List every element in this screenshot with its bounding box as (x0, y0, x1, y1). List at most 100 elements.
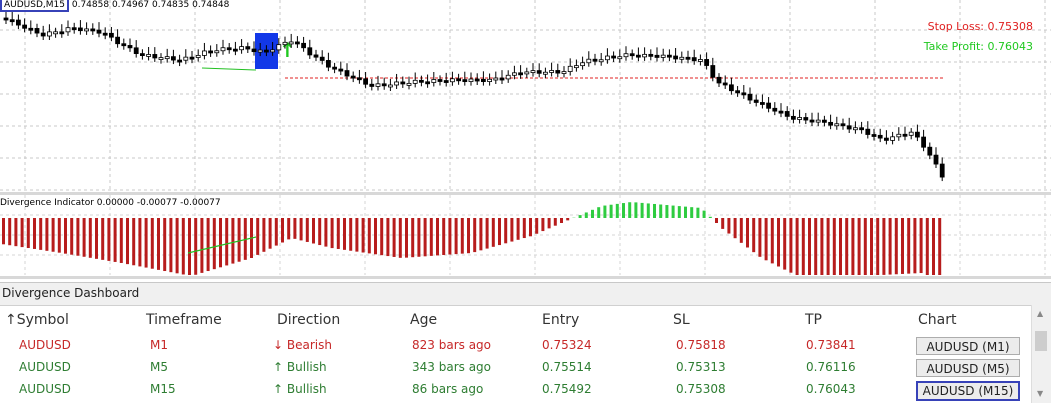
candle-body (810, 120, 814, 122)
histogram-bar (312, 218, 315, 244)
histogram-bar (597, 207, 600, 218)
histogram-bar (188, 218, 191, 275)
row-symbol: AUDUSD (19, 360, 71, 374)
chart-button-m15[interactable]: AUDUSD (M15) (916, 381, 1020, 401)
chart-button-m5[interactable]: AUDUSD (M5) (916, 359, 1020, 377)
candle-body (395, 82, 399, 85)
row-age: 823 bars ago (412, 338, 491, 352)
candle-body (531, 71, 535, 73)
candle-body (289, 42, 293, 44)
candle-body (711, 66, 715, 78)
histogram-bar (554, 218, 557, 226)
histogram-bar (585, 212, 588, 218)
ohlc-values: 0.74858 0.74967 0.74835 0.74848 (72, 0, 229, 10)
candle-body (103, 33, 107, 35)
histogram-bar (486, 218, 489, 249)
candle-body (302, 43, 306, 47)
histogram-bar (2, 218, 5, 244)
histogram-bar (101, 218, 104, 260)
price-chart[interactable]: ↑ AUDUSD,M15 0.74858 0.74967 0.74835 0.7… (0, 0, 1051, 192)
candle-body (277, 45, 281, 50)
table-scrollbar[interactable]: ▲ ▼ (1031, 305, 1051, 403)
histogram-bar (393, 218, 396, 257)
histogram-bar (76, 218, 79, 256)
header-timeframe[interactable]: Timeframe (146, 312, 222, 328)
candle-body (915, 132, 919, 137)
histogram-bar (715, 218, 718, 223)
candle-body (10, 20, 14, 22)
take-profit-label: Take Profit: 0.76043 (924, 40, 1033, 53)
chart-button-m1[interactable]: AUDUSD (M1) (916, 337, 1020, 355)
candle-body (655, 55, 659, 57)
histogram-bar (95, 218, 98, 259)
row-entry: 0.75514 (542, 360, 592, 374)
candle-body (16, 20, 20, 25)
candle-body (630, 54, 634, 56)
histogram-bar (641, 203, 644, 218)
candle-body (97, 30, 101, 33)
scroll-thumb[interactable] (1035, 331, 1047, 351)
histogram-bar (461, 218, 464, 254)
histogram-bar (132, 218, 135, 265)
histogram-bar (845, 218, 848, 275)
candle-body (816, 120, 820, 122)
candle-body (928, 147, 932, 155)
arrow-up-icon: ↑ (273, 382, 283, 396)
histogram-bar (151, 218, 154, 269)
header-direction[interactable]: Direction (277, 312, 340, 328)
header-age[interactable]: Age (410, 312, 437, 328)
candle-body (258, 50, 262, 52)
histogram-bar (293, 218, 296, 239)
histogram-bar (8, 218, 11, 245)
histogram-bar (777, 218, 780, 267)
header-sl[interactable]: SL (673, 312, 690, 328)
histogram-bar (740, 218, 743, 243)
indicator-title: Divergence Indicator 0.00000 -0.00077 -0… (0, 198, 221, 208)
candle-body (246, 47, 250, 49)
histogram-bar (510, 218, 513, 242)
histogram-bar (820, 218, 823, 275)
histogram-bar (889, 218, 892, 275)
candle-body (599, 60, 603, 62)
indicator-window[interactable]: Divergence Indicator 0.00000 -0.00077 -0… (0, 195, 1051, 275)
histogram-bar (783, 218, 786, 270)
candle-body (829, 122, 833, 125)
histogram-bar (200, 218, 203, 273)
header-tp[interactable]: TP (805, 312, 822, 328)
candle-body (661, 55, 665, 57)
histogram-bar (548, 218, 551, 228)
candle-body (643, 54, 647, 57)
histogram-bar (83, 218, 86, 257)
candle-body (407, 83, 411, 85)
candle-body (419, 80, 423, 82)
histogram-bar (808, 218, 811, 275)
histogram-bar (827, 218, 830, 275)
candle-body (729, 85, 733, 91)
header-symbol[interactable]: ↑Symbol (5, 312, 69, 328)
candle-body (41, 33, 45, 36)
row-timeframe: M1 (150, 338, 168, 352)
scroll-down-icon[interactable]: ▼ (1037, 389, 1043, 398)
histogram-bar (169, 218, 172, 272)
histogram-bar (529, 218, 532, 236)
scroll-up-icon[interactable]: ▲ (1037, 309, 1043, 318)
candle-body (29, 28, 33, 30)
histogram-bar (758, 218, 761, 257)
histogram-bar (647, 203, 650, 218)
symbol-label: AUDUSD,M15 (0, 0, 69, 12)
row-direction: ↑ Bullish (273, 382, 327, 396)
header-chart[interactable]: Chart (918, 312, 956, 328)
header-entry[interactable]: Entry (542, 312, 579, 328)
candle-body (891, 137, 895, 141)
histogram-bar (678, 206, 681, 218)
candle-body (116, 37, 120, 44)
histogram-bar (566, 218, 569, 220)
candle-body (66, 28, 70, 32)
arrow-down-icon: ↓ (273, 338, 283, 352)
histogram-bar (219, 218, 222, 267)
indicator-separator[interactable] (0, 276, 1051, 279)
candle-body (897, 134, 901, 137)
histogram-bar (696, 208, 699, 218)
candle-body (450, 79, 454, 82)
histogram-bar (275, 218, 278, 246)
